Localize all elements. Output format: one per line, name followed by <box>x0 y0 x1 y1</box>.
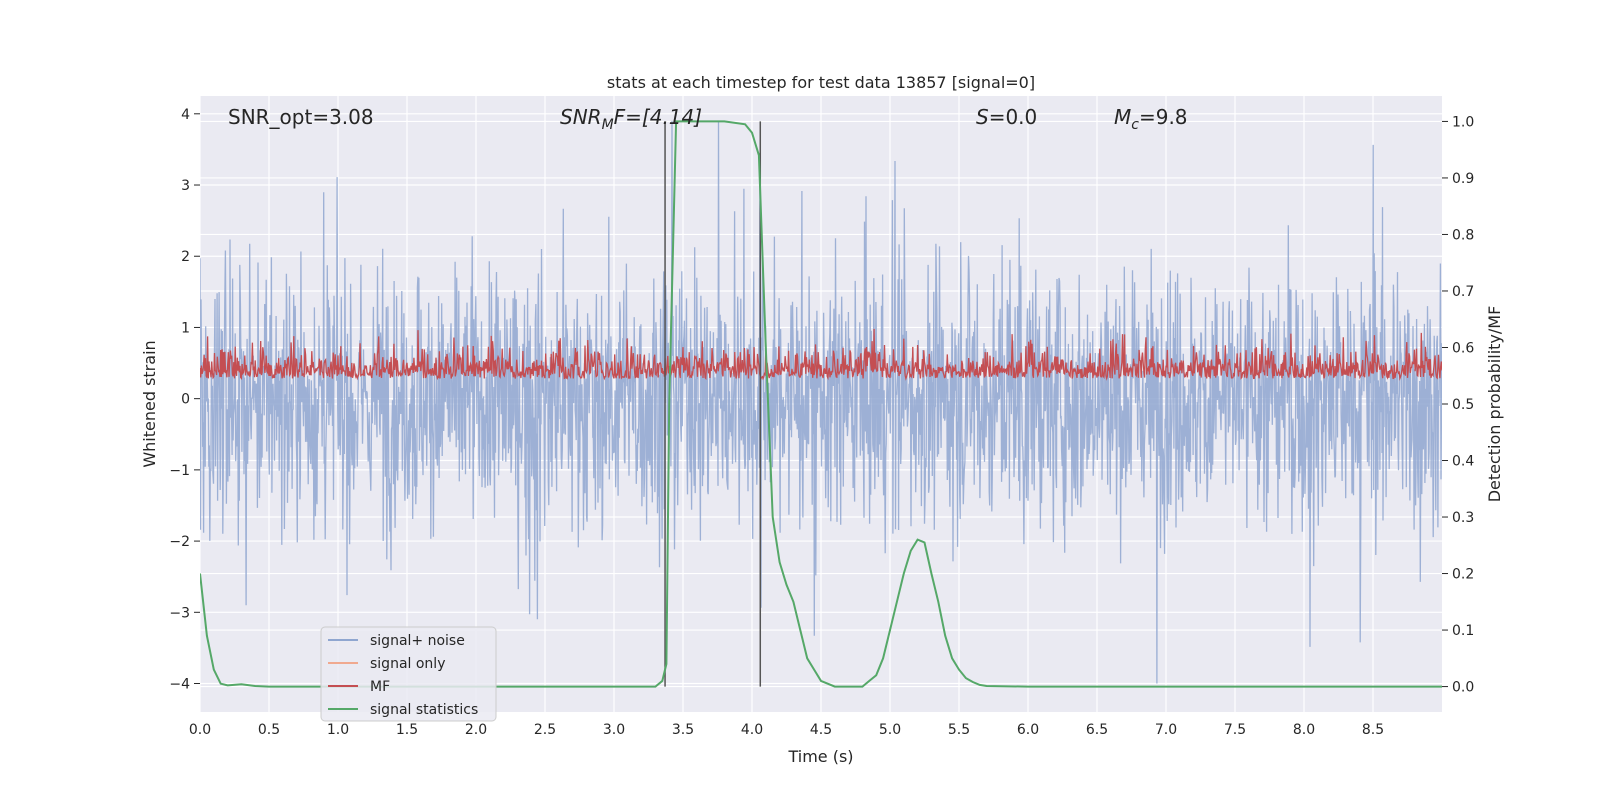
y-tick-label: 2 <box>181 249 190 265</box>
x-axis: 0.0 0.5 1.0 1.5 2.0 2.5 3.0 3.5 4.0 4.5 5.0 5.5 6.0 6… <box>189 722 1384 738</box>
annotation-s-value: =0.0 <box>989 105 1038 129</box>
y-tick-label: −2 <box>169 534 190 550</box>
annotation-mc-value: =9.8 <box>1139 105 1188 129</box>
chart-title: stats at each timestep for test data 138… <box>607 73 1035 92</box>
legend-label-signal-noise: signal+ noise <box>370 633 465 649</box>
x-tick-label: 3.0 <box>603 722 625 738</box>
x-axis-label: Time (s) <box>787 747 853 766</box>
y2-tick-label: 0.6 <box>1452 340 1474 356</box>
x-tick-label: 4.5 <box>810 722 832 738</box>
y-axis-label-left: Whitened strain <box>140 340 159 467</box>
y-axis-right: 1.0 0.9 0.8 0.7 0.6 0.5 0.4 0.3 0.2 0.1 0.0 <box>1442 114 1474 696</box>
annotation-s: S=0.0 <box>976 105 1037 129</box>
y-tick-label: 1 <box>181 320 190 336</box>
x-tick-label: 0.5 <box>258 722 280 738</box>
y-tick-label: −1 <box>169 463 190 479</box>
legend-label-signal-only: signal only <box>370 656 445 672</box>
annotation-snr-mf: SNRMF=[4.14] <box>560 105 702 133</box>
x-tick-label: 2.5 <box>534 722 556 738</box>
x-tick-label: 2.0 <box>465 722 487 738</box>
x-tick-label: 5.0 <box>879 722 901 738</box>
x-tick-label: 7.5 <box>1224 722 1246 738</box>
x-tick-label: 4.0 <box>741 722 763 738</box>
legend-box <box>320 626 497 722</box>
y2-tick-label: 0.2 <box>1452 567 1474 583</box>
legend-label-signal-statistics: signal statistics <box>370 702 478 718</box>
x-tick-label: 1.0 <box>327 722 349 738</box>
y-tick-label: −3 <box>169 605 190 621</box>
y2-tick-label: 1.0 <box>1452 114 1474 130</box>
legend: signal+ noise signal only MF signal stat… <box>320 626 497 722</box>
series-mf <box>200 328 1442 381</box>
y2-tick-label: 0.8 <box>1452 227 1474 243</box>
x-tick-label: 8.5 <box>1362 722 1384 738</box>
legend-label-mf: MF <box>370 679 390 695</box>
y2-tick-label: 0.3 <box>1452 510 1474 526</box>
annotation-mc-sub: c <box>1131 117 1139 133</box>
y-tick-label: 0 <box>181 392 190 408</box>
x-tick-label: 1.5 <box>396 722 418 738</box>
annotation-mc: Mc=9.8 <box>1114 105 1188 133</box>
x-tick-label: 6.0 <box>1017 722 1039 738</box>
y-tick-label: −4 <box>169 677 190 693</box>
y2-tick-label: 0.0 <box>1452 680 1474 696</box>
y-tick-label: 4 <box>181 107 190 123</box>
annotation-snr-opt: SNR_opt=3.08 <box>228 105 374 129</box>
x-tick-label: 6.5 <box>1086 722 1108 738</box>
y-axis-label-right: Detection probability/MF <box>1485 306 1504 503</box>
y2-tick-label: 0.5 <box>1452 397 1474 413</box>
y2-tick-label: 0.9 <box>1452 171 1474 187</box>
x-tick-label: 7.0 <box>1155 722 1177 738</box>
annotation-mc-base: M <box>1114 105 1131 129</box>
x-tick-label: 0.0 <box>189 722 211 738</box>
y-tick-label: 3 <box>181 178 190 194</box>
annotation-snr-mf-rest: F=[4.14] <box>614 105 702 129</box>
x-tick-label: 8.0 <box>1293 722 1315 738</box>
y2-tick-label: 0.7 <box>1452 284 1474 300</box>
x-tick-label: 5.5 <box>948 722 970 738</box>
y-axis-left: 4 3 2 1 0 −1 −2 −3 −4 <box>169 107 200 693</box>
annotation-s-label: S <box>976 105 989 129</box>
annotation-snr-mf-base: SNR <box>560 105 602 129</box>
y2-tick-label: 0.1 <box>1452 623 1474 639</box>
x-tick-label: 3.5 <box>672 722 694 738</box>
annotation-snr-mf-sub: M <box>602 117 614 133</box>
y2-tick-label: 0.4 <box>1452 454 1474 470</box>
